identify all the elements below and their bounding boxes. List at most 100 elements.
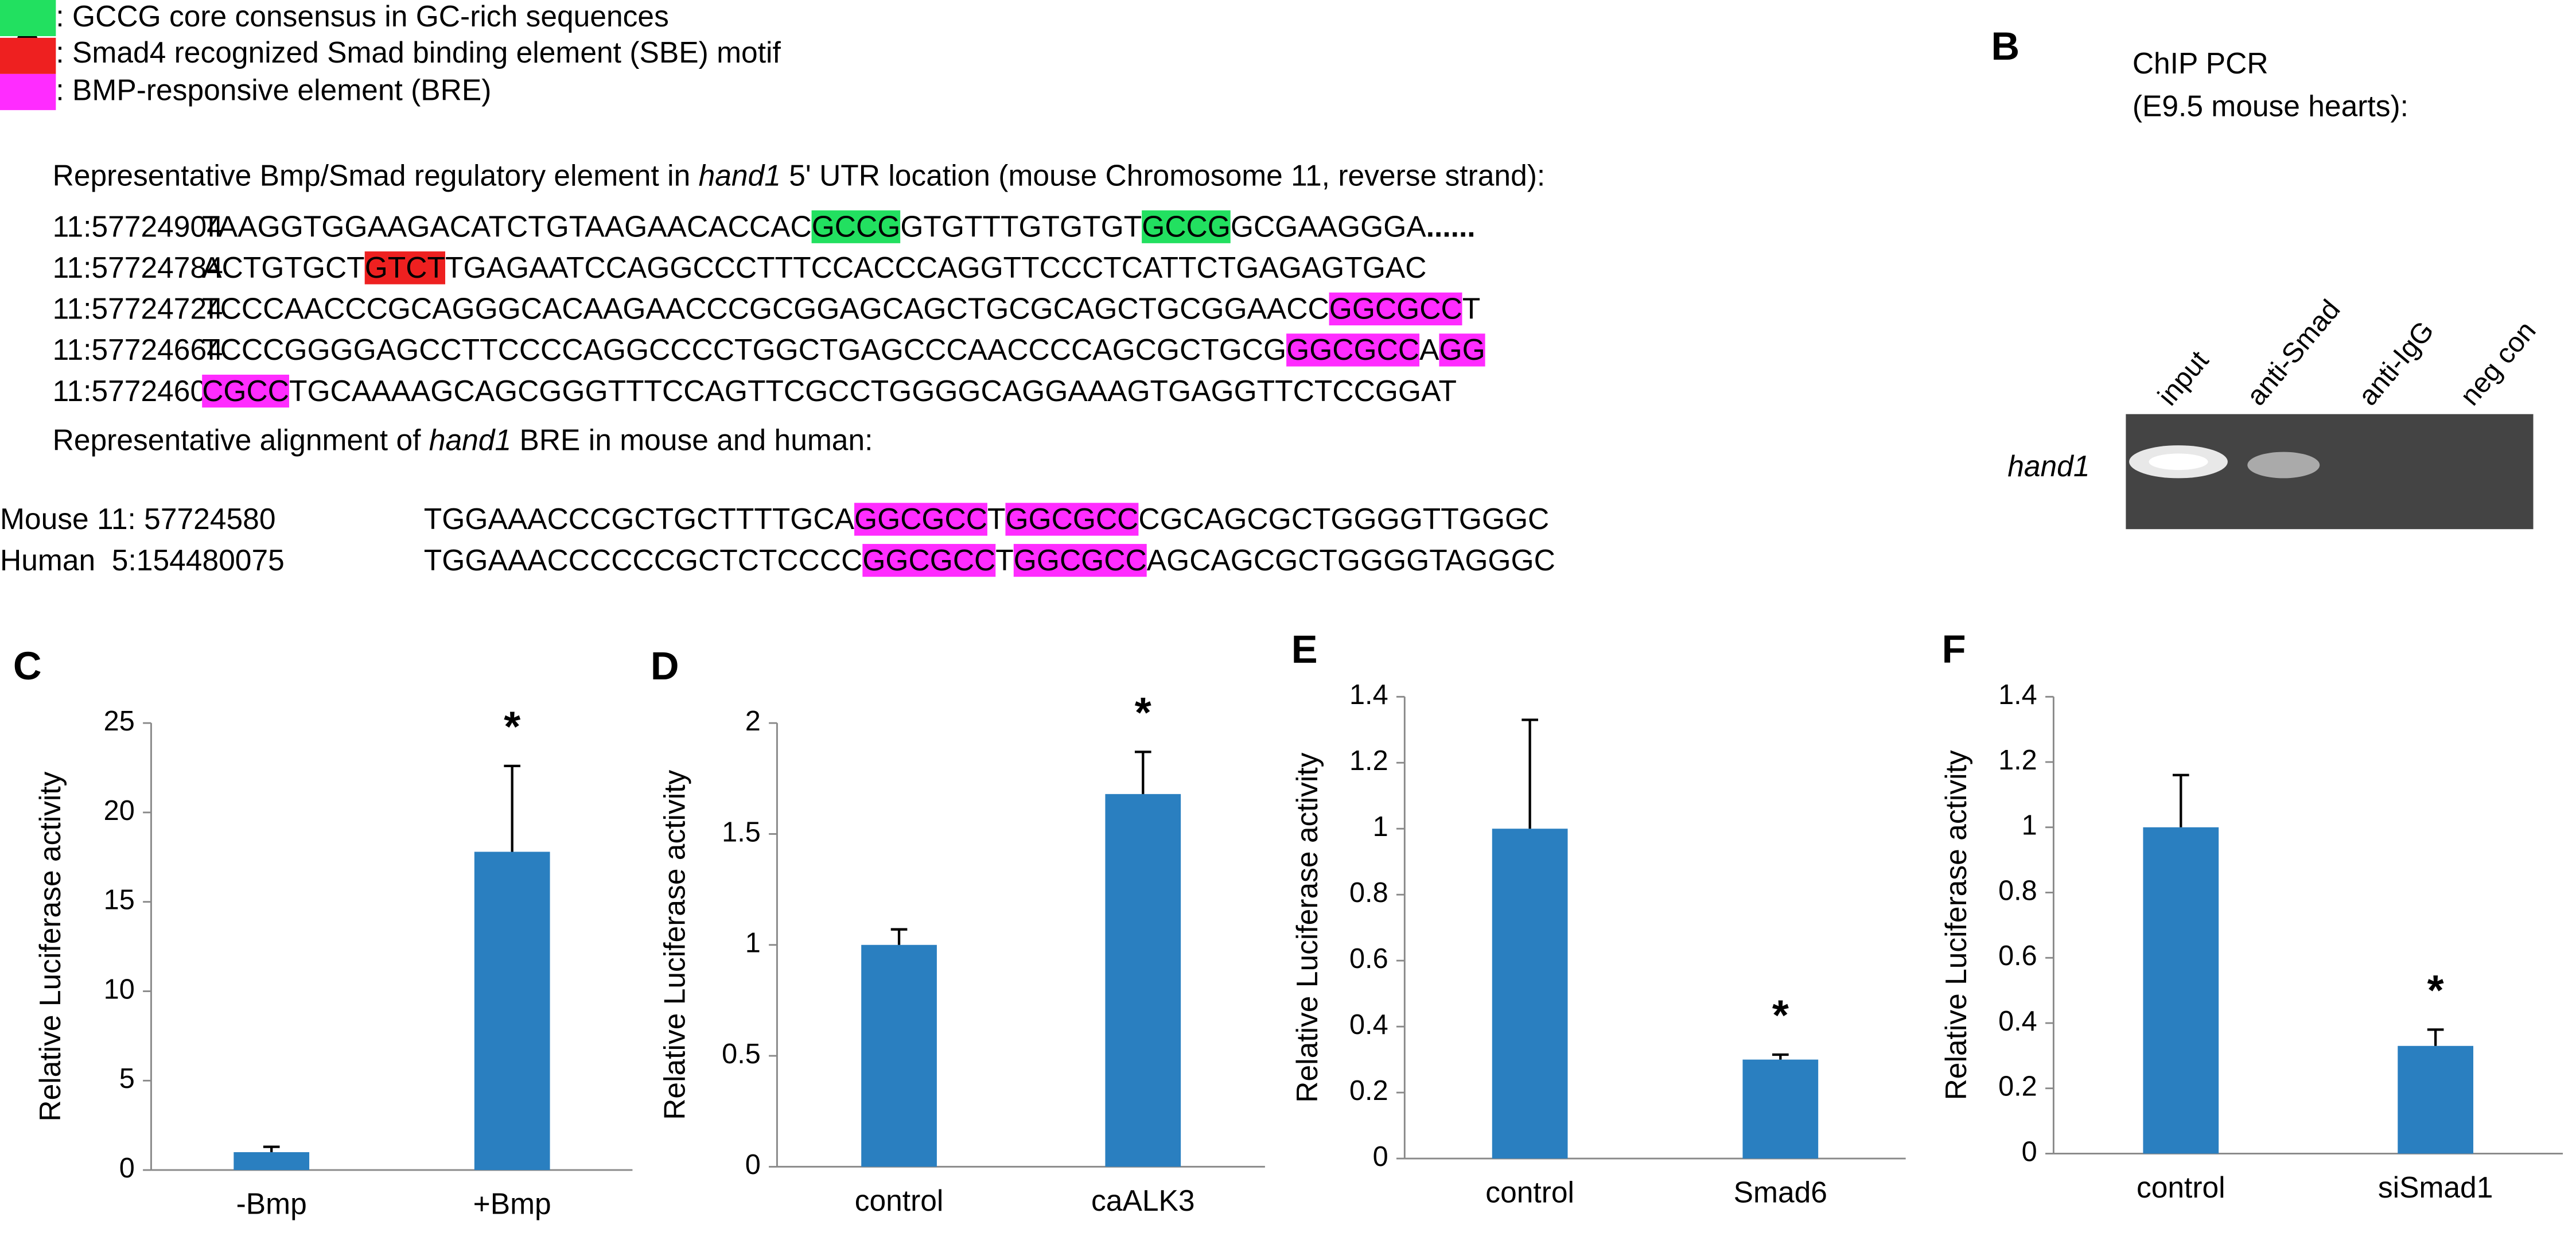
lane-label: anti-Smad	[2241, 294, 2347, 411]
significance-mark: *	[504, 703, 520, 751]
x-tick-label: Smad6	[1734, 1176, 1827, 1209]
x-tick-label: siSmad1	[2378, 1171, 2493, 1204]
bar	[1492, 829, 1568, 1159]
text-part: hand1	[698, 159, 781, 193]
bar	[1105, 794, 1181, 1167]
legend-text: : BMP-responsive element (BRE)	[56, 73, 492, 106]
lane-label: anti-IgG	[2352, 316, 2440, 411]
x-tick-label: -Bmp	[236, 1187, 307, 1220]
bar	[474, 852, 550, 1171]
y-tick-label: 1.4	[1349, 679, 1388, 710]
y-tick-label: 10	[104, 974, 135, 1005]
panel-label: B	[1991, 24, 2020, 68]
x-tick-label: caALK3	[1091, 1184, 1194, 1217]
panel-label: D	[651, 644, 679, 688]
motif-highlight: GCCG	[811, 210, 901, 243]
x-tick-label: control	[1485, 1176, 1574, 1209]
panel-label: F	[1942, 627, 1966, 671]
legend-swatch	[0, 73, 56, 110]
chip-title: ChIP PCR	[2133, 46, 2268, 80]
heading: Representative alignment of hand1 BRE in…	[53, 422, 873, 458]
y-tick-label: 0	[2022, 1136, 2037, 1167]
sequence-line: 11:57724604CGCCTGCAAAAGCAGCGGGTTTCCAGTTC…	[53, 373, 1457, 409]
motif-highlight: GGCGCC	[862, 543, 996, 577]
y-tick-label: 0.6	[1349, 943, 1388, 974]
y-tick-label: 1	[1373, 811, 1388, 842]
legend-text: : Smad4 recognized Smad binding element …	[56, 36, 781, 69]
legend-entry: : Smad4 recognized Smad binding element …	[0, 37, 1971, 73]
sequence-position: 11:57724604	[52, 374, 223, 408]
sequence-line: 11:57724724TCCCAACCCGCAGGGCACAAGAACCCGCG…	[52, 291, 1481, 327]
gene-label: hand1	[2007, 449, 2089, 483]
panel-label: E	[1291, 627, 1318, 671]
text-part: T	[1462, 292, 1481, 326]
text-part: TGGAAACCCCCCGCTCTCCCC	[423, 543, 863, 577]
text-part: Representative alignment of	[52, 423, 429, 457]
y-tick-label: 2	[745, 706, 761, 737]
text-part: GTGTTTGTGTGT	[900, 210, 1142, 243]
y-tick-label: 0.8	[1998, 875, 2037, 906]
text-part: ACTGTGCT	[202, 251, 365, 285]
significance-mark: *	[2427, 966, 2444, 1014]
gel-band	[2247, 452, 2320, 479]
y-tick-label: 0.2	[1998, 1071, 2037, 1102]
motif-highlight: GGCGCC	[1013, 543, 1147, 577]
text-part: TGAGAATCCAGGCCCTTTCCACCCAGGTTCCCTCATTCTG…	[445, 251, 1427, 285]
y-tick-label: 1.2	[1998, 745, 2037, 776]
y-axis-label: Relative Luciferase activity	[1290, 752, 1324, 1102]
text-part: GCGAAGGGA	[1230, 210, 1426, 243]
x-tick-label: +Bmp	[473, 1187, 551, 1220]
y-tick-label: 0.4	[1349, 1009, 1388, 1040]
motif-highlight: GCCG	[1142, 210, 1231, 243]
y-tick-label: 0.4	[1998, 1006, 2037, 1037]
text-part: A	[1419, 333, 1439, 367]
alignment-line: Mouse 11: 57724580 TGGAAACCCGCTGCTTTTGCAG…	[0, 501, 1549, 537]
sequence-line: 11:57724664TCCCGGGGAGCCTTCCCCAGGCCCCTGGC…	[53, 332, 1485, 368]
bar	[2143, 827, 2219, 1154]
y-axis-label: Relative Luciferase activity	[657, 769, 691, 1119]
legend-entry: : BMP-responsive element (BRE)	[0, 73, 1971, 110]
y-tick-label: 0.2	[1349, 1075, 1388, 1106]
sequence-line: 11:57724904TAAGGTGGAAGACATCTGTAAGAACACCA…	[53, 209, 1476, 245]
text-part: TGCAAAAGCAGCGGGTTTCCAGTTCGCCTGGGGCAGGAAA…	[289, 374, 1457, 408]
panel-label: C	[13, 644, 42, 688]
x-tick-label: control	[855, 1184, 944, 1217]
text-part: TGGAAACCCGCTGCTTTTGCA	[423, 503, 855, 536]
lane-label: neg con	[2454, 316, 2542, 411]
legend-text: : GCCG core consensus in GC-rich sequenc…	[56, 0, 669, 33]
sequence-position: 11:57724664	[52, 333, 223, 367]
motif-highlight: GGCGCC	[854, 503, 987, 536]
y-tick-label: 0.5	[722, 1039, 761, 1070]
motif-highlight: GGCGCC	[1286, 333, 1420, 367]
heading: Representative Bmp/Smad regulatory eleme…	[53, 158, 1546, 194]
legend-swatch	[0, 37, 56, 73]
chip-subtitle: (E9.5 mouse hearts):	[2133, 90, 2408, 123]
y-tick-label: 5	[119, 1063, 135, 1094]
y-tick-label: 0	[119, 1153, 135, 1184]
y-tick-label: 25	[104, 706, 135, 737]
legend-swatch	[0, 0, 56, 37]
motif-highlight: GGCGCC	[1329, 292, 1462, 326]
motif-highlight: GTCT	[364, 251, 446, 285]
y-tick-label: 0	[1373, 1141, 1388, 1172]
text-part: T	[987, 503, 1006, 536]
y-tick-label: 0.8	[1349, 877, 1388, 908]
y-tick-label: 15	[104, 885, 135, 916]
motif-highlight: CGCC	[202, 374, 289, 408]
bar	[1742, 1059, 1819, 1159]
sequence-panel: : GCCG core consensus in GC-rich sequenc…	[0, 0, 1971, 608]
legend-entry: : GCCG core consensus in GC-rich sequenc…	[0, 0, 1971, 37]
text-part: ......	[1426, 210, 1476, 243]
y-tick-label: 1.5	[722, 817, 761, 848]
text-part: 5' UTR location (mouse Chromosome 11, re…	[780, 159, 1546, 193]
bar	[861, 944, 937, 1167]
motif-highlight: GGCGCC	[1005, 503, 1139, 536]
bar	[234, 1152, 310, 1171]
bar	[2398, 1045, 2473, 1154]
lane-label: input	[2152, 345, 2215, 411]
gel-band	[2149, 453, 2208, 471]
sequence-position: Human 5:154480075	[0, 543, 285, 577]
sequence-position: 11:57724724	[52, 292, 223, 326]
